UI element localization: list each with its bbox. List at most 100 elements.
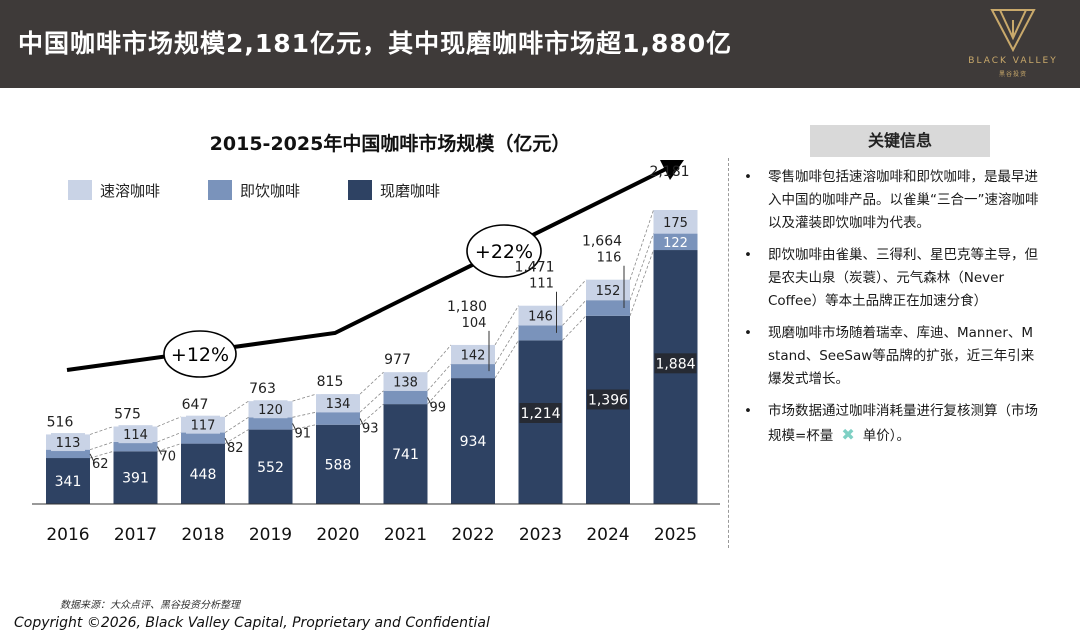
leader-line xyxy=(89,453,95,463)
logo-subtext: 黑谷投资 xyxy=(998,71,1027,78)
connector-line xyxy=(562,279,587,306)
label-bg xyxy=(321,394,355,413)
connector-line xyxy=(427,344,452,373)
data-source: 数据来源：大众点评、黑谷投资分析整理 xyxy=(60,600,240,611)
tick-label-2018: 2018 xyxy=(181,525,224,545)
trend-line xyxy=(66,164,673,372)
label-rtd-2022: 104 xyxy=(462,316,487,331)
label-rtd-2023: 111 xyxy=(529,277,554,292)
label-bg xyxy=(51,433,85,452)
label-bg xyxy=(388,372,423,391)
bar-rtd-2023 xyxy=(518,325,563,341)
label-bg xyxy=(591,280,625,299)
label-rtd-2021: 99 xyxy=(430,400,447,415)
info-text: 市场数据通过咖啡消耗量进行复核测算（市场规模=杯量 xyxy=(768,403,1038,444)
label-total-2025: 2,181 xyxy=(649,164,689,180)
connector-line xyxy=(292,393,317,402)
bar-rtd-2022 xyxy=(451,364,495,379)
bullet-icon: • xyxy=(744,325,752,341)
connector-line xyxy=(89,441,114,451)
connector-lines xyxy=(89,209,654,459)
label-box xyxy=(519,402,562,423)
bar-fresh-2018 xyxy=(181,443,225,504)
tick-label-2021: 2021 xyxy=(384,525,427,545)
label-fresh-2021: 741 xyxy=(392,447,419,463)
bar-rtd-2021 xyxy=(383,390,428,405)
label-fresh-2018: 448 xyxy=(190,467,217,483)
label-total-2016: 516 xyxy=(47,414,74,430)
legend-swatch xyxy=(208,180,232,200)
info-text: 现磨咖啡市场随着瑞幸、库迪、Manner、M stand、SeeSaw等品牌的扩… xyxy=(768,325,1035,387)
tick-label-2022: 2022 xyxy=(451,525,494,545)
growth-trend: +12% +22% xyxy=(66,160,684,378)
tick-label-2017: 2017 xyxy=(114,525,157,545)
key-info-list: • 零售咖啡包括速溶咖啡和即饮咖啡，是最早进入中国的咖啡产品。以雀巢“三合一”速溶… xyxy=(742,166,1042,457)
legend-label: 速溶咖啡 xyxy=(100,182,160,200)
label-fresh-2024: 1,396 xyxy=(588,393,628,409)
arrow-head-icon xyxy=(660,160,684,180)
connector-line xyxy=(494,325,519,365)
connector-line xyxy=(89,426,114,435)
bar-fresh-2021 xyxy=(383,404,428,504)
bar-fresh-2016 xyxy=(46,458,90,504)
connector-line xyxy=(359,390,384,413)
black-valley-logo: BLACK VALLEY 黑谷投资 xyxy=(958,8,1068,82)
label-fresh-2025: 1,884 xyxy=(655,356,695,372)
logo-text: BLACK VALLEY xyxy=(968,56,1058,66)
label-bg xyxy=(658,212,693,231)
info-divider xyxy=(728,158,730,548)
label-total-2023: 1,471 xyxy=(514,260,554,276)
leader-line xyxy=(292,423,297,432)
info-bullet: • 市场数据通过咖啡消耗量进行复核测算（市场规模=杯量 ✖ 单价）。 xyxy=(742,400,1042,448)
label-bg xyxy=(456,345,490,364)
bar-rtd-2018 xyxy=(181,432,225,444)
label-total-2021: 977 xyxy=(384,352,411,368)
info-text: 零售咖啡包括速溶咖啡和即饮咖啡，是最早进入中国的咖啡产品。以雀巢“三合一”速溶咖… xyxy=(768,169,1039,231)
label-instant-2016: 113 xyxy=(56,436,81,451)
connector-line xyxy=(562,299,587,326)
bullet-icon: • xyxy=(744,169,752,185)
label-total-2024: 1,664 xyxy=(582,234,622,250)
bullet-icon: • xyxy=(744,403,752,419)
connector-line xyxy=(562,315,587,341)
label-rtd-2019: 91 xyxy=(295,426,312,441)
label-total-2020: 815 xyxy=(317,374,344,390)
legend-label: 即饮咖啡 xyxy=(240,182,300,200)
label-rtd-2016: 62 xyxy=(92,457,109,472)
growth-label-22: +22% xyxy=(475,241,533,263)
growth-bubble-22 xyxy=(466,224,542,278)
tick-label-2025: 2025 xyxy=(654,525,697,545)
header-bar: 中国咖啡市场规模2,181亿元，其中现磨咖啡市场超1,880亿 BLACK VA… xyxy=(0,0,1080,88)
label-fresh-2023: 1,214 xyxy=(520,406,560,422)
label-instant-2020: 134 xyxy=(326,397,351,412)
info-text: 单价）。 xyxy=(862,428,910,444)
bar-fresh-2020 xyxy=(316,424,360,504)
connector-line xyxy=(629,209,654,280)
label-box xyxy=(654,353,697,374)
data-labels: 341 113 62 516 391 114 70 575 448 117 82 647 552 120 9… xyxy=(47,164,697,490)
connector-line xyxy=(157,416,182,427)
label-bg xyxy=(186,415,220,434)
connector-line xyxy=(427,377,452,405)
connector-line xyxy=(292,411,317,418)
leader-line xyxy=(359,418,365,427)
leader-line xyxy=(427,397,432,406)
multiply-icon: ✖ xyxy=(841,425,855,444)
tick-label-2024: 2024 xyxy=(586,525,629,545)
connector-line xyxy=(224,400,249,418)
bar-rtd-2020 xyxy=(316,412,360,425)
info-text: 即饮咖啡由雀巢、三得利、星巴克等主导，但是农夫山泉（炭蓑）、元气森林（Never… xyxy=(768,247,1038,309)
label-rtd-2018: 82 xyxy=(227,441,244,456)
label-rtd-2017: 70 xyxy=(160,450,177,465)
legend-swatch xyxy=(68,180,92,200)
bar-fresh-2019 xyxy=(248,429,293,504)
connector-line xyxy=(494,340,519,379)
chart-legend: 速溶咖啡 即饮咖啡 现磨咖啡 xyxy=(68,180,440,200)
bar-rtd-2017 xyxy=(113,441,158,452)
label-total-2018: 647 xyxy=(182,397,209,413)
connector-line xyxy=(494,305,519,346)
info-bullet: • 现磨咖啡市场随着瑞幸、库迪、Manner、M stand、SeeSaw等品牌的… xyxy=(742,322,1042,391)
label-bg xyxy=(253,400,288,419)
tick-label-2016: 2016 xyxy=(46,525,89,545)
logo-mark-icon xyxy=(990,9,1036,52)
